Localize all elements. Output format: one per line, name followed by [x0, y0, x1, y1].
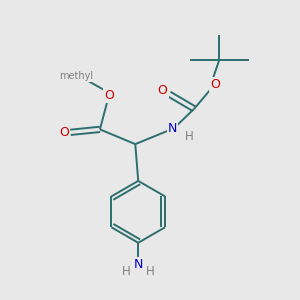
- Text: H: H: [122, 265, 130, 278]
- Text: O: O: [59, 126, 69, 139]
- Text: N: N: [134, 258, 143, 271]
- Text: H: H: [184, 130, 193, 143]
- Text: O: O: [158, 84, 168, 97]
- Text: methyl: methyl: [59, 71, 94, 81]
- Text: H: H: [146, 265, 155, 278]
- Text: O: O: [210, 78, 220, 91]
- Text: O: O: [104, 89, 114, 102]
- Text: N: N: [168, 122, 177, 135]
